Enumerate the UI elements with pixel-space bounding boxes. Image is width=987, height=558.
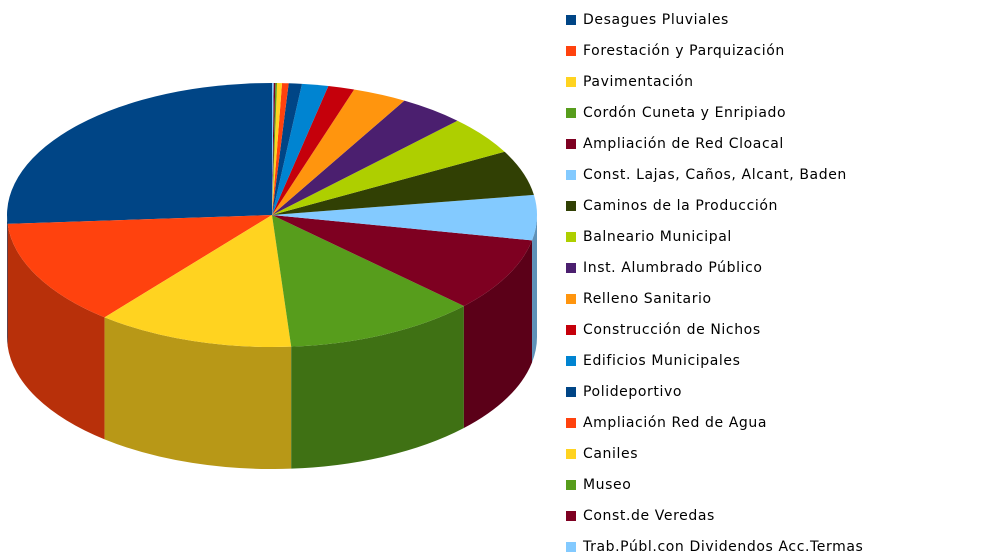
legend-swatch: [566, 46, 576, 56]
slice: [272, 215, 464, 347]
slice: [272, 83, 278, 215]
slice: [272, 120, 505, 215]
slice-side: [532, 215, 537, 363]
legend-swatch: [566, 387, 576, 397]
slice-side: [104, 317, 292, 469]
legend-label: Pavimentación: [583, 74, 694, 90]
legend-label: Ampliación Red de Agua: [583, 415, 767, 431]
slice: [104, 215, 292, 347]
legend-label: Const. Lajas, Caños, Alcant, Baden: [583, 167, 847, 183]
legend-swatch: [566, 232, 576, 242]
slice: [272, 100, 458, 215]
legend-swatch: [566, 480, 576, 490]
legend-label: Cordón Cuneta y Enripiado: [583, 105, 786, 121]
slice: [272, 86, 355, 216]
legend-swatch: [566, 542, 576, 552]
legend-label: Relleno Sanitario: [583, 291, 712, 307]
legend-swatch: [566, 418, 576, 428]
slice: [272, 83, 283, 215]
legend-swatch: [566, 356, 576, 366]
legend-label: Const.de Veredas: [583, 508, 715, 524]
legend-label: Desagues Pluviales: [583, 12, 729, 28]
legend-label: Forestación y Parquización: [583, 43, 785, 59]
legend-swatch: [566, 449, 576, 459]
slice: [272, 151, 534, 215]
legend-label: Caminos de la Producción: [583, 198, 778, 214]
legend-swatch: [566, 263, 576, 273]
legend-swatch: [566, 201, 576, 211]
legend-swatch: [566, 139, 576, 149]
slice: [272, 83, 274, 215]
slice-side: [291, 306, 464, 469]
slice: [272, 89, 405, 215]
legend-label: Caniles: [583, 446, 638, 462]
legend-swatch: [566, 511, 576, 521]
slice-side: [463, 240, 533, 429]
legend-swatch: [566, 325, 576, 335]
legend-label: Museo: [583, 477, 631, 493]
slice: [272, 83, 329, 215]
legend-label: Balneario Municipal: [583, 229, 732, 245]
legend-swatch: [566, 15, 576, 25]
legend-label: Polideportivo: [583, 384, 682, 400]
slice: [6, 83, 272, 224]
slice: [272, 194, 537, 241]
slice: [272, 83, 276, 215]
slice: [7, 215, 272, 318]
legend-label: Construcción de Nichos: [583, 322, 761, 338]
slice: [272, 215, 533, 307]
legend-swatch: [566, 108, 576, 118]
slice: [272, 83, 289, 215]
legend-label: Inst. Alumbrado Público: [583, 260, 763, 276]
slice: [272, 83, 302, 215]
legend-swatch: [566, 170, 576, 180]
slice-side: [7, 223, 105, 440]
legend-label: Trab.Públ.con Dividendos Acc.Termas: [582, 539, 863, 555]
legend-swatch: [566, 294, 576, 304]
legend-label: Ampliación de Red Cloacal: [583, 136, 784, 152]
legend-label: Edificios Municipales: [583, 353, 741, 369]
slice-side: [7, 215, 8, 346]
legend-swatch: [566, 77, 576, 87]
